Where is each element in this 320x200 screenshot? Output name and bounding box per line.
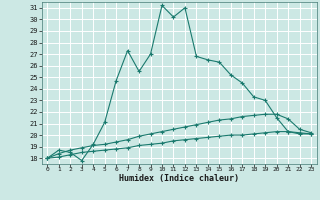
X-axis label: Humidex (Indice chaleur): Humidex (Indice chaleur) bbox=[119, 174, 239, 183]
